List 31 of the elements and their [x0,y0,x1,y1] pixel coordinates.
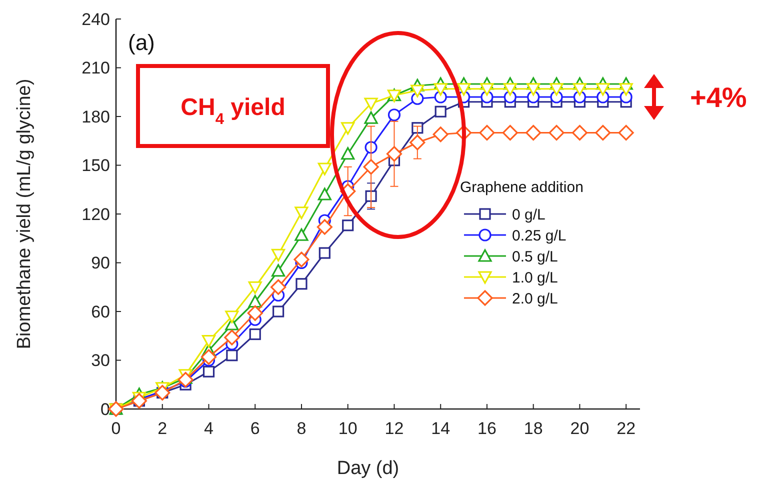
y-tick-label: 240 [82,10,110,29]
x-tick-label: 18 [524,418,543,438]
x-tick-label: 4 [204,418,214,438]
y-tick-label: 60 [91,302,110,322]
legend-label: 0 g/L [512,206,546,224]
x-tick-label: 22 [616,418,636,438]
y-tick-label: 30 [91,351,110,370]
legend-title: Graphene addition [460,179,584,196]
y-tick-label: 180 [82,107,110,126]
x-tick-label: 12 [384,418,404,438]
y-tick-label: 90 [91,254,110,273]
legend-label: 0.5 g/L [512,248,558,266]
annotation: CH$_{4}$ yield [180,94,286,128]
x-tick-label: 8 [296,418,306,438]
legend-label: 2.0 g/L [512,290,558,308]
annotation: (a) [128,30,155,55]
x-tick-label: 2 [158,418,168,438]
x-tick-label: 20 [570,418,590,438]
x-tick-label: 16 [478,418,496,438]
y-axis-title: Biomethane yield (mL/g glycine) [14,78,35,350]
text: +4% [690,82,747,113]
x-axis-title: Day (d) [336,458,400,479]
y-tick-label: 210 [82,58,110,78]
legend-label: 1.0 g/L [512,269,558,286]
legend-label: 0.25 g/L [512,227,566,244]
y-tick-label: 150 [82,156,110,176]
y-tick-label: 0 [100,400,110,419]
x-tick-label: 10 [338,418,358,438]
x-tick-label: 6 [250,418,260,438]
y-tick-label: 120 [82,204,110,224]
x-tick-label: 14 [431,418,450,438]
